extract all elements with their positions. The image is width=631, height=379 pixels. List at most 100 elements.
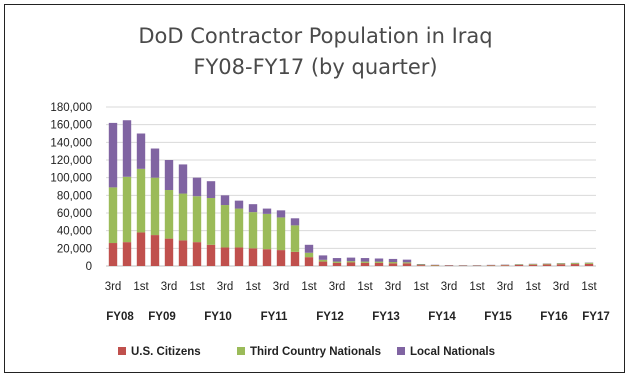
x-tick-label: 3rd	[329, 281, 346, 293]
bar-segment-us	[276, 250, 286, 266]
bar-segment-us	[430, 265, 440, 266]
bar-segment-tcn	[584, 262, 594, 264]
bar-segment-ln	[164, 160, 174, 191]
x-tick-label: 3rd	[385, 281, 402, 293]
legend-label-us: U.S. Citizens	[131, 346, 201, 358]
bar-segment-us	[332, 262, 342, 266]
x-tick-label: 1st	[133, 281, 149, 293]
bar-segment-tcn	[150, 177, 160, 236]
bar-segment-us	[486, 265, 496, 266]
fiscal-year-label: FY09	[148, 311, 176, 323]
bar-segment-tcn	[136, 168, 146, 233]
bar-segment-us	[402, 263, 412, 266]
legend: U.S. Citizens Third Country Nationals Loca…	[118, 346, 495, 358]
bar-segment-ln	[318, 255, 328, 260]
legend-swatch-us	[118, 347, 126, 355]
legend-label-tcn: Third Country Nationals	[250, 346, 381, 358]
bar-segment-us	[192, 242, 202, 266]
y-tick-label: 60,000	[57, 208, 92, 220]
gridlines	[106, 106, 596, 267]
legend-label-ln: Local Nationals	[410, 346, 495, 358]
bar-segment-us	[318, 261, 328, 266]
bar-segment-us	[584, 263, 594, 266]
x-tick-label: 1st	[581, 281, 597, 293]
x-tick-label: 3rd	[441, 281, 458, 293]
x-tick-label: 1st	[469, 281, 485, 293]
y-tick-label: 180,000	[50, 102, 92, 114]
bar-segment-ln	[150, 148, 160, 178]
bar-segment-tcn	[332, 261, 342, 263]
fiscal-year-label: FY14	[428, 311, 456, 323]
bar-segment-tcn	[402, 262, 412, 264]
bar-segment-ln	[136, 133, 146, 169]
x-tick-label: 3rd	[217, 281, 234, 293]
fiscal-year-label: FY17	[582, 311, 610, 323]
y-tick-label: 40,000	[57, 226, 92, 238]
fiscal-year-label: FY11	[261, 311, 288, 323]
bar-segment-ln	[122, 120, 132, 177]
bar-segment-us	[346, 262, 356, 266]
bar-segment-ln	[206, 181, 216, 198]
chart-subtitle: FY08-FY17 (by quarter)	[193, 55, 438, 79]
bar-segment-tcn	[290, 225, 300, 252]
x-tick-label: 1st	[189, 281, 205, 293]
bar-segment-ln	[192, 177, 202, 197]
legend-swatch-ln	[397, 347, 405, 355]
bar-segment-us	[108, 243, 118, 266]
bar-segment-us	[164, 238, 174, 266]
bar-segment-us	[500, 265, 510, 266]
x-tick-label: 3rd	[105, 281, 122, 293]
bar-segment-tcn	[346, 261, 356, 263]
x-tick-label: 1st	[245, 281, 261, 293]
y-tick-label: 0	[86, 261, 92, 273]
bar-segment-tcn	[108, 187, 118, 244]
fiscal-year-label: FY16	[540, 311, 568, 323]
bar-segment-tcn	[220, 205, 230, 248]
fiscal-year-label: FY15	[484, 311, 512, 323]
bar-segment-ln	[374, 258, 384, 262]
bar-segment-ln	[108, 122, 118, 188]
bar-segment-tcn	[248, 212, 258, 249]
bar-segment-ln	[360, 258, 370, 262]
bar-segment-ln	[234, 200, 244, 209]
bar-segment-us	[304, 257, 314, 266]
bar-segment-us	[150, 235, 160, 266]
bar-segment-us	[220, 247, 230, 266]
x-tick-label: 1st	[413, 281, 429, 293]
bar-segment-ln	[332, 258, 342, 262]
bar-segment-ln	[262, 208, 272, 214]
bar-segment-ln	[290, 218, 300, 226]
bar-segment-ln	[248, 204, 258, 213]
x-tick-label: 3rd	[497, 281, 514, 293]
bar-segment-us	[528, 264, 538, 266]
fiscal-year-label: FY12	[316, 311, 344, 323]
bar-segment-tcn	[122, 176, 132, 243]
bar-segment-tcn	[206, 197, 216, 245]
bar-segment-tcn	[374, 261, 384, 263]
bar-segment-tcn	[542, 263, 552, 265]
x-tick-label: 1st	[357, 281, 373, 293]
bars	[108, 120, 594, 266]
bar-segment-tcn	[556, 263, 566, 265]
bar-segment-us	[136, 232, 146, 266]
bar-segment-us	[542, 264, 552, 266]
x-tick-label: 1st	[301, 281, 317, 293]
bar-segment-us	[178, 240, 188, 266]
bar-segment-tcn	[276, 217, 286, 251]
bar-segment-us	[556, 264, 566, 266]
bar-segment-us	[416, 265, 426, 266]
y-axis: 0 20,000 40,000 60,000 80,000 100,000 120,000 1…	[50, 102, 92, 273]
bar-segment-ln	[178, 164, 188, 194]
bar-segment-ln	[388, 258, 398, 263]
bar-segment-us	[360, 262, 370, 266]
bar-segment-tcn	[528, 264, 538, 265]
bar-segment-ln	[220, 195, 230, 206]
bar-segment-ln	[346, 257, 356, 262]
bar-segment-us	[514, 264, 524, 266]
bar-segment-tcn	[570, 263, 580, 265]
bar-segment-us	[262, 249, 272, 266]
bar-segment-ln	[276, 210, 286, 218]
y-tick-label: 120,000	[50, 155, 92, 167]
bar-segment-tcn	[234, 208, 244, 248]
